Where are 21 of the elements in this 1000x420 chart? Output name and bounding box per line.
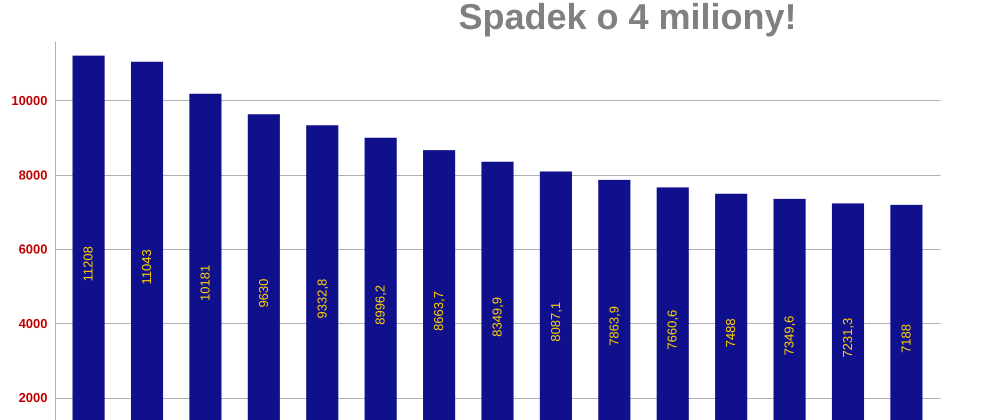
data-label: 7863,9 — [606, 306, 622, 346]
data-label: 9630 — [256, 278, 271, 308]
data-label: 7188 — [898, 324, 914, 353]
data-label: 7349,6 — [782, 316, 797, 356]
y-tick-label: 6000 — [18, 242, 48, 257]
y-tick-label: 10000 — [11, 92, 48, 108]
data-label: 7488 — [723, 318, 738, 348]
data-label: 8087,1 — [548, 302, 563, 342]
y-tick-label: 8000 — [18, 167, 48, 182]
y-tick-label: 4000 — [18, 316, 48, 331]
y-tick-label: 2000 — [18, 390, 48, 406]
data-label: 10181 — [197, 264, 212, 301]
data-label: 8996,2 — [372, 285, 388, 325]
data-label: 7231,3 — [840, 318, 855, 358]
data-label: 11208 — [80, 246, 96, 282]
data-label: 9332,8 — [314, 278, 330, 319]
data-label: 8349,9 — [490, 297, 504, 337]
data-label: 7660,6 — [664, 310, 680, 350]
chart-title: Spadek o 4 miliony! — [458, 0, 797, 37]
data-label: 8663,7 — [431, 291, 446, 331]
data-label: 11043 — [139, 249, 154, 284]
